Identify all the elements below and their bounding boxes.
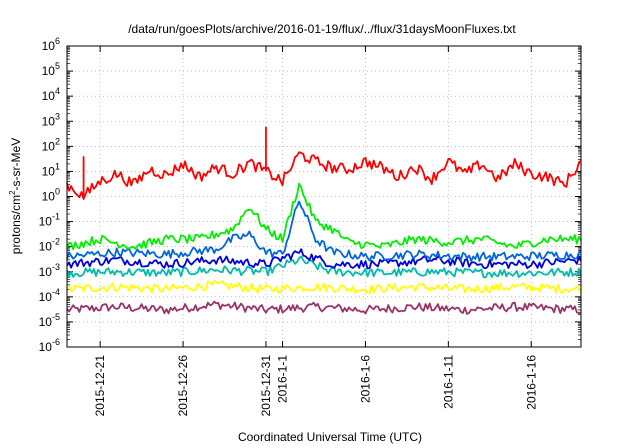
y-tick-label: 104 (42, 86, 60, 103)
series-line (66, 182, 582, 251)
y-tick-base: 10 (39, 315, 53, 329)
y-tick-label: 10-2 (39, 237, 60, 254)
x-tick-label: 2015-12-21 (93, 355, 107, 417)
y-tick-exponent: 6 (55, 36, 60, 46)
y-tick-exponent: -2 (52, 237, 60, 247)
y-tick-label: 10-6 (39, 337, 60, 354)
series-layer (66, 126, 582, 315)
y-tick-base: 10 (39, 265, 53, 279)
y-tick-base: 10 (39, 215, 53, 229)
y-tick-base: 10 (39, 340, 53, 354)
y-tick-label: 100 (42, 187, 60, 204)
y-tick-base: 10 (42, 139, 56, 153)
y-tick-exponent: 4 (55, 86, 60, 96)
y-tick-exponent: 5 (55, 61, 60, 71)
y-tick-exponent: 0 (55, 187, 60, 197)
x-tick-label: 2015-12-31 (259, 355, 273, 417)
grid (67, 45, 581, 348)
y-tick-base: 10 (42, 114, 56, 128)
y-tick-base: 10 (42, 89, 56, 103)
series-line (66, 300, 582, 315)
y-tick-exponent: 2 (55, 136, 60, 146)
y-axis-label-part-2: -s-sr-MeV (9, 138, 23, 191)
series-line (66, 279, 582, 295)
y-axis-label-part-1: protons/cm (9, 195, 23, 254)
y-tick-label: 10-4 (39, 287, 60, 304)
y-tick-base: 10 (39, 240, 53, 254)
y-tick-label: 106 (42, 36, 60, 53)
x-tick-label: 2016-1-11 (441, 355, 455, 409)
y-tick-exponent: -5 (52, 312, 60, 322)
y-tick-label: 101 (42, 161, 60, 178)
y-tick-base: 10 (42, 39, 56, 53)
x-axis-label: Coordinated Universal Time (UTC) (238, 430, 422, 444)
series-line (66, 255, 582, 279)
x-tick-labels: 2015-12-21 2015-12-26 2015-12-31 2016-1-1 20… (93, 355, 538, 417)
y-axis-label: protons/cm2-s-sr-MeV (8, 138, 23, 254)
y-tick-label: 103 (42, 111, 60, 128)
y-tick-base: 10 (39, 290, 53, 304)
chart-title: /data/run/goesPlots/archive/2016-01-19/f… (128, 22, 516, 36)
y-tick-base: 10 (42, 190, 56, 204)
series-line (66, 151, 582, 200)
series-line (66, 200, 582, 262)
y-tick-label: 10-5 (39, 312, 60, 329)
y-tick-exponent: -6 (52, 337, 60, 347)
y-tick-exponent: 1 (55, 161, 60, 171)
x-tick-label: 2015-12-26 (176, 355, 190, 417)
y-tick-exponent: 3 (55, 111, 60, 121)
y-tick-exponent: -3 (52, 262, 60, 272)
plot-frame (66, 45, 582, 348)
y-tick-label: 102 (42, 136, 60, 153)
y-tick-label: 10-3 (39, 262, 60, 279)
x-tick-label: 2016-1-1 (276, 355, 290, 403)
y-tick-base: 10 (42, 64, 56, 78)
y-tick-base: 10 (42, 164, 56, 178)
x-tick-label: 2016-1-6 (358, 355, 372, 403)
y-tick-label: 10-1 (39, 212, 60, 229)
series-line (66, 248, 582, 270)
y-axis-label-exponent: 2 (8, 190, 17, 195)
y-tick-exponent: -4 (52, 287, 60, 297)
y-tick-label: 105 (42, 61, 60, 78)
y-tick-labels: 10-610-510-410-310-210-11001011021031041… (39, 36, 60, 354)
y-tick-exponent: -1 (52, 212, 60, 222)
x-tick-label: 2016-1-16 (524, 355, 538, 410)
